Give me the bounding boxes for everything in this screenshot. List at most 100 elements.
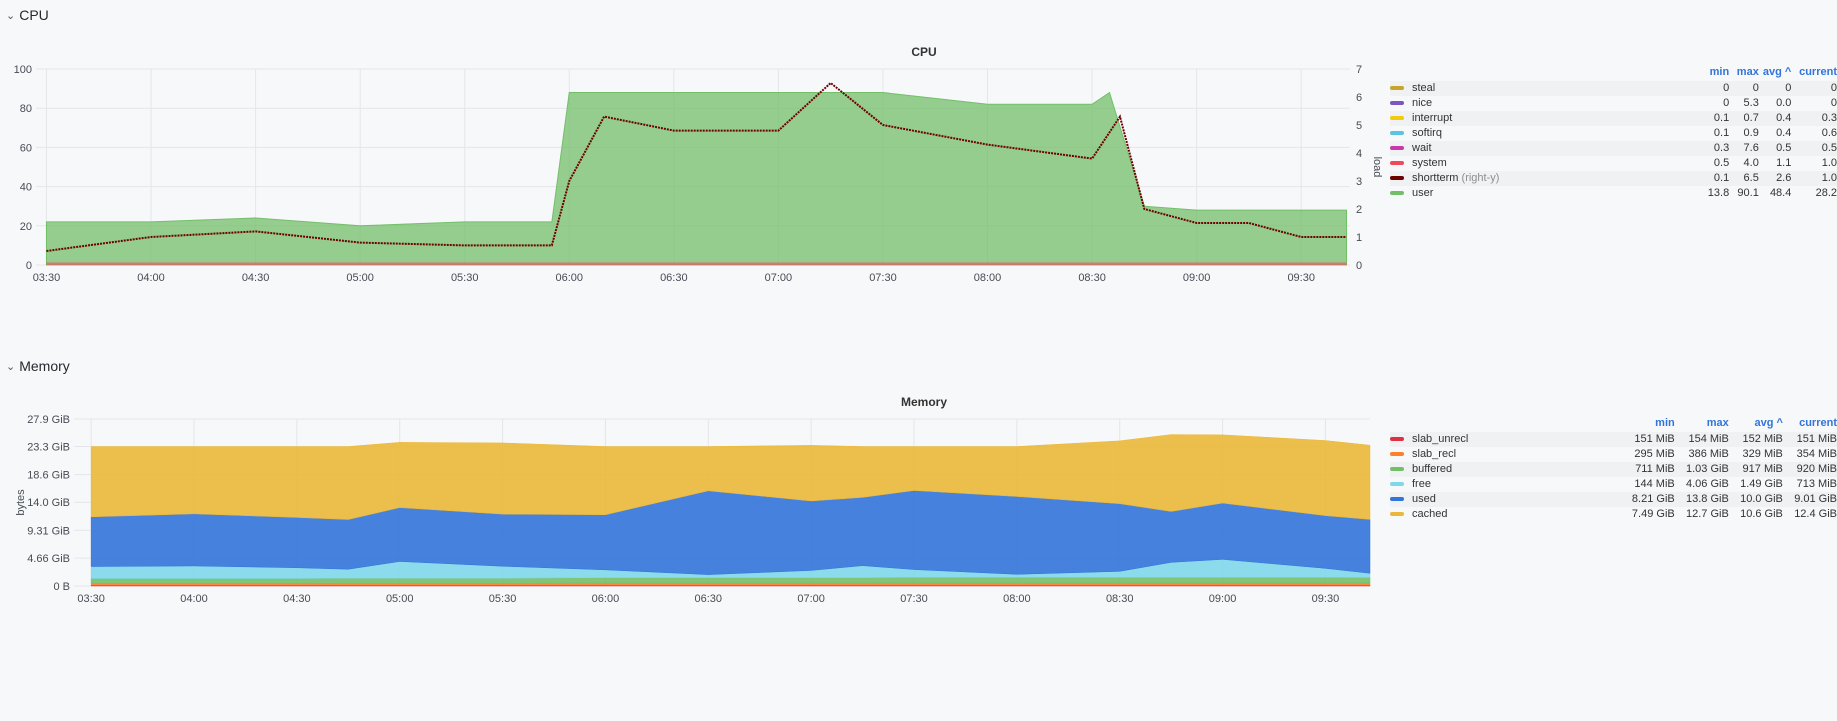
legend-swatch[interactable] <box>1390 191 1404 196</box>
legend-series-name[interactable]: used <box>1412 493 1436 505</box>
legend-item[interactable]: used 8.21 GiB 13.8 GiB 10.0 GiB 9.01 GiB <box>1390 492 1837 507</box>
legend-swatch[interactable] <box>1390 437 1404 442</box>
x-tick-label: 05:30 <box>489 593 517 605</box>
x-tick-label: 09:30 <box>1287 272 1315 284</box>
legend-value-min: 711 MiB <box>1580 462 1675 477</box>
y-tick-label: 9.31 GiB <box>27 525 70 537</box>
legend-value-current: 1.0 <box>1791 171 1837 186</box>
y-tick-label: 14.0 GiB <box>27 497 70 509</box>
legend-series-name[interactable]: user <box>1412 187 1434 199</box>
legend-value-current: 920 MiB <box>1782 462 1837 477</box>
legend-header-current[interactable]: current <box>1799 417 1837 429</box>
legend-value-min: 0.3 <box>1652 141 1730 156</box>
legend-item[interactable]: softirq 0.1 0.9 0.4 0.6 <box>1390 126 1837 141</box>
legend-value-min: 295 MiB <box>1634 448 1675 460</box>
legend-item[interactable]: steal 0 0 0 0 <box>1390 81 1837 96</box>
legend-header-min[interactable]: min <box>1655 417 1675 429</box>
legend-value-min: 0.1 <box>1713 127 1730 139</box>
legend-series-name[interactable]: nice <box>1412 97 1433 109</box>
y-tick-label: 0 B <box>53 581 70 593</box>
row-header-cpu[interactable]: ⌄ CPU <box>6 7 49 23</box>
legend-header-current[interactable]: current <box>1799 66 1837 78</box>
legend-swatch[interactable] <box>1390 482 1404 487</box>
legend-swatch[interactable] <box>1390 176 1404 181</box>
legend-swatch[interactable] <box>1390 467 1404 472</box>
legend-swatch[interactable] <box>1390 512 1404 517</box>
legend-swatch[interactable] <box>1390 101 1404 106</box>
legend-series-name[interactable]: steal <box>1412 82 1436 94</box>
y-tick-label: 60 <box>20 142 32 154</box>
legend-value-avg: 329 MiB <box>1742 448 1783 460</box>
legend-header-max[interactable]: max <box>1736 66 1759 78</box>
legend-value-current: 28.2 <box>1815 187 1837 199</box>
legend-series-name[interactable]: shortterm <box>1412 172 1459 184</box>
x-tick-label: 09:00 <box>1209 593 1237 605</box>
legend-series-name[interactable]: softirq <box>1412 127 1442 139</box>
legend-value-current: 713 MiB <box>1796 478 1837 490</box>
legend-swatch[interactable] <box>1390 452 1404 457</box>
legend-series-name[interactable]: free <box>1412 478 1431 490</box>
y-tick-label: 27.9 GiB <box>27 414 70 426</box>
panel-title-cpu: CPU <box>911 45 937 59</box>
legend-series-name[interactable]: wait <box>1412 142 1432 154</box>
legend-swatch[interactable] <box>1390 86 1404 91</box>
legend-header-max[interactable]: max <box>1706 417 1729 429</box>
cpu-graph[interactable]: 0 20 40 60 80 100 0 1 2 3 4 5 6 7 03:30 04:00 04:30 05:00… <box>0 0 1383 330</box>
panel-title-memory: Memory <box>900 395 947 409</box>
legend-item[interactable]: shortterm (right-y) 0.1 6.5 2.6 1.0 <box>1390 171 1837 186</box>
x-tick-label: 04:30 <box>283 593 311 605</box>
legend-value-avg: 152 MiB <box>1728 432 1783 447</box>
y2-tick-label: 5 <box>1356 120 1362 132</box>
memory-graph[interactable]: 0 B 4.66 GiB 9.31 GiB 14.0 GiB 18.6 GiB 23.3 … <box>0 0 1380 721</box>
legend-value-max: 1.03 GiB <box>1674 462 1729 477</box>
legend-series-name[interactable]: interrupt <box>1412 112 1453 124</box>
legend-value-current: 354 MiB <box>1796 448 1837 460</box>
x-tick-label: 04:00 <box>137 272 165 284</box>
legend-item[interactable]: slab_recl 295 MiB 386 MiB 329 MiB 354 MiB <box>1390 447 1837 462</box>
row-title-cpu: CPU <box>19 7 49 23</box>
legend-item[interactable]: system 0.5 4.0 1.1 1.0 <box>1390 156 1837 171</box>
legend-value-max: 90.1 <box>1737 187 1759 199</box>
legend-value-min: 13.8 <box>1707 187 1730 199</box>
series-area-system <box>46 262 1347 265</box>
legend-series-name[interactable]: cached <box>1412 508 1448 520</box>
legend-series-name[interactable]: buffered <box>1412 463 1453 475</box>
legend-swatch[interactable] <box>1390 161 1404 166</box>
legend-value-max: 12.7 GiB <box>1686 508 1729 520</box>
legend-header-min[interactable]: min <box>1709 66 1730 78</box>
x-tick-label: 05:30 <box>451 272 479 284</box>
legend-item[interactable]: nice 0 5.3 0.0 0 <box>1390 96 1837 111</box>
legend-value-current: 0.5 <box>1791 141 1837 156</box>
legend-swatch[interactable] <box>1390 146 1404 151</box>
legend-swatch[interactable] <box>1390 116 1404 121</box>
legend-swatch[interactable] <box>1390 497 1404 502</box>
y2-tick-label: 0 <box>1356 260 1362 272</box>
x-tick-label: 09:30 <box>1312 593 1340 605</box>
series-line-shortterm <box>46 81 1347 252</box>
legend-item[interactable]: interrupt 0.1 0.7 0.4 0.3 <box>1390 111 1837 126</box>
legend-series-name[interactable]: slab_recl <box>1412 448 1457 460</box>
legend-item[interactable]: free 144 MiB 4.06 GiB 1.49 GiB 713 MiB <box>1390 477 1837 492</box>
legend-item[interactable]: slab_unrecl 151 MiB 154 MiB 152 MiB 151 MiB <box>1390 432 1837 447</box>
x-tick-label: 07:00 <box>797 593 825 605</box>
legend-value-max: 0.9 <box>1743 127 1759 139</box>
legend-header-avg[interactable]: avg ^ <box>1762 66 1792 78</box>
x-tick-label: 07:00 <box>765 272 793 284</box>
legend-value-max: 386 MiB <box>1688 448 1729 460</box>
row-header-memory[interactable]: ⌄ Memory <box>6 358 70 374</box>
legend-series-name[interactable]: system <box>1412 157 1447 169</box>
legend-value-avg: 0 <box>1758 81 1792 96</box>
legend-item[interactable]: cached 7.49 GiB 12.7 GiB 10.6 GiB 12.4 GiB <box>1390 507 1837 522</box>
legend-header-avg[interactable]: avg ^ <box>1754 417 1783 429</box>
legend-item[interactable]: buffered 711 MiB 1.03 GiB 917 MiB 920 MiB <box>1390 462 1837 477</box>
legend-value-avg: 10.0 GiB <box>1728 492 1783 507</box>
x-tick-label: 04:30 <box>242 272 270 284</box>
x-tick-label: 08:00 <box>1003 593 1031 605</box>
legend-value-max: 4.0 <box>1743 157 1759 169</box>
y-tick-label: 23.3 GiB <box>27 442 70 454</box>
legend-value-min: 0 <box>1652 81 1730 96</box>
legend-item[interactable]: wait 0.3 7.6 0.5 0.5 <box>1390 141 1837 156</box>
legend-swatch[interactable] <box>1390 131 1404 136</box>
legend-item[interactable]: user 13.8 90.1 48.4 28.2 <box>1390 186 1837 201</box>
legend-series-name[interactable]: slab_unrecl <box>1412 433 1469 445</box>
